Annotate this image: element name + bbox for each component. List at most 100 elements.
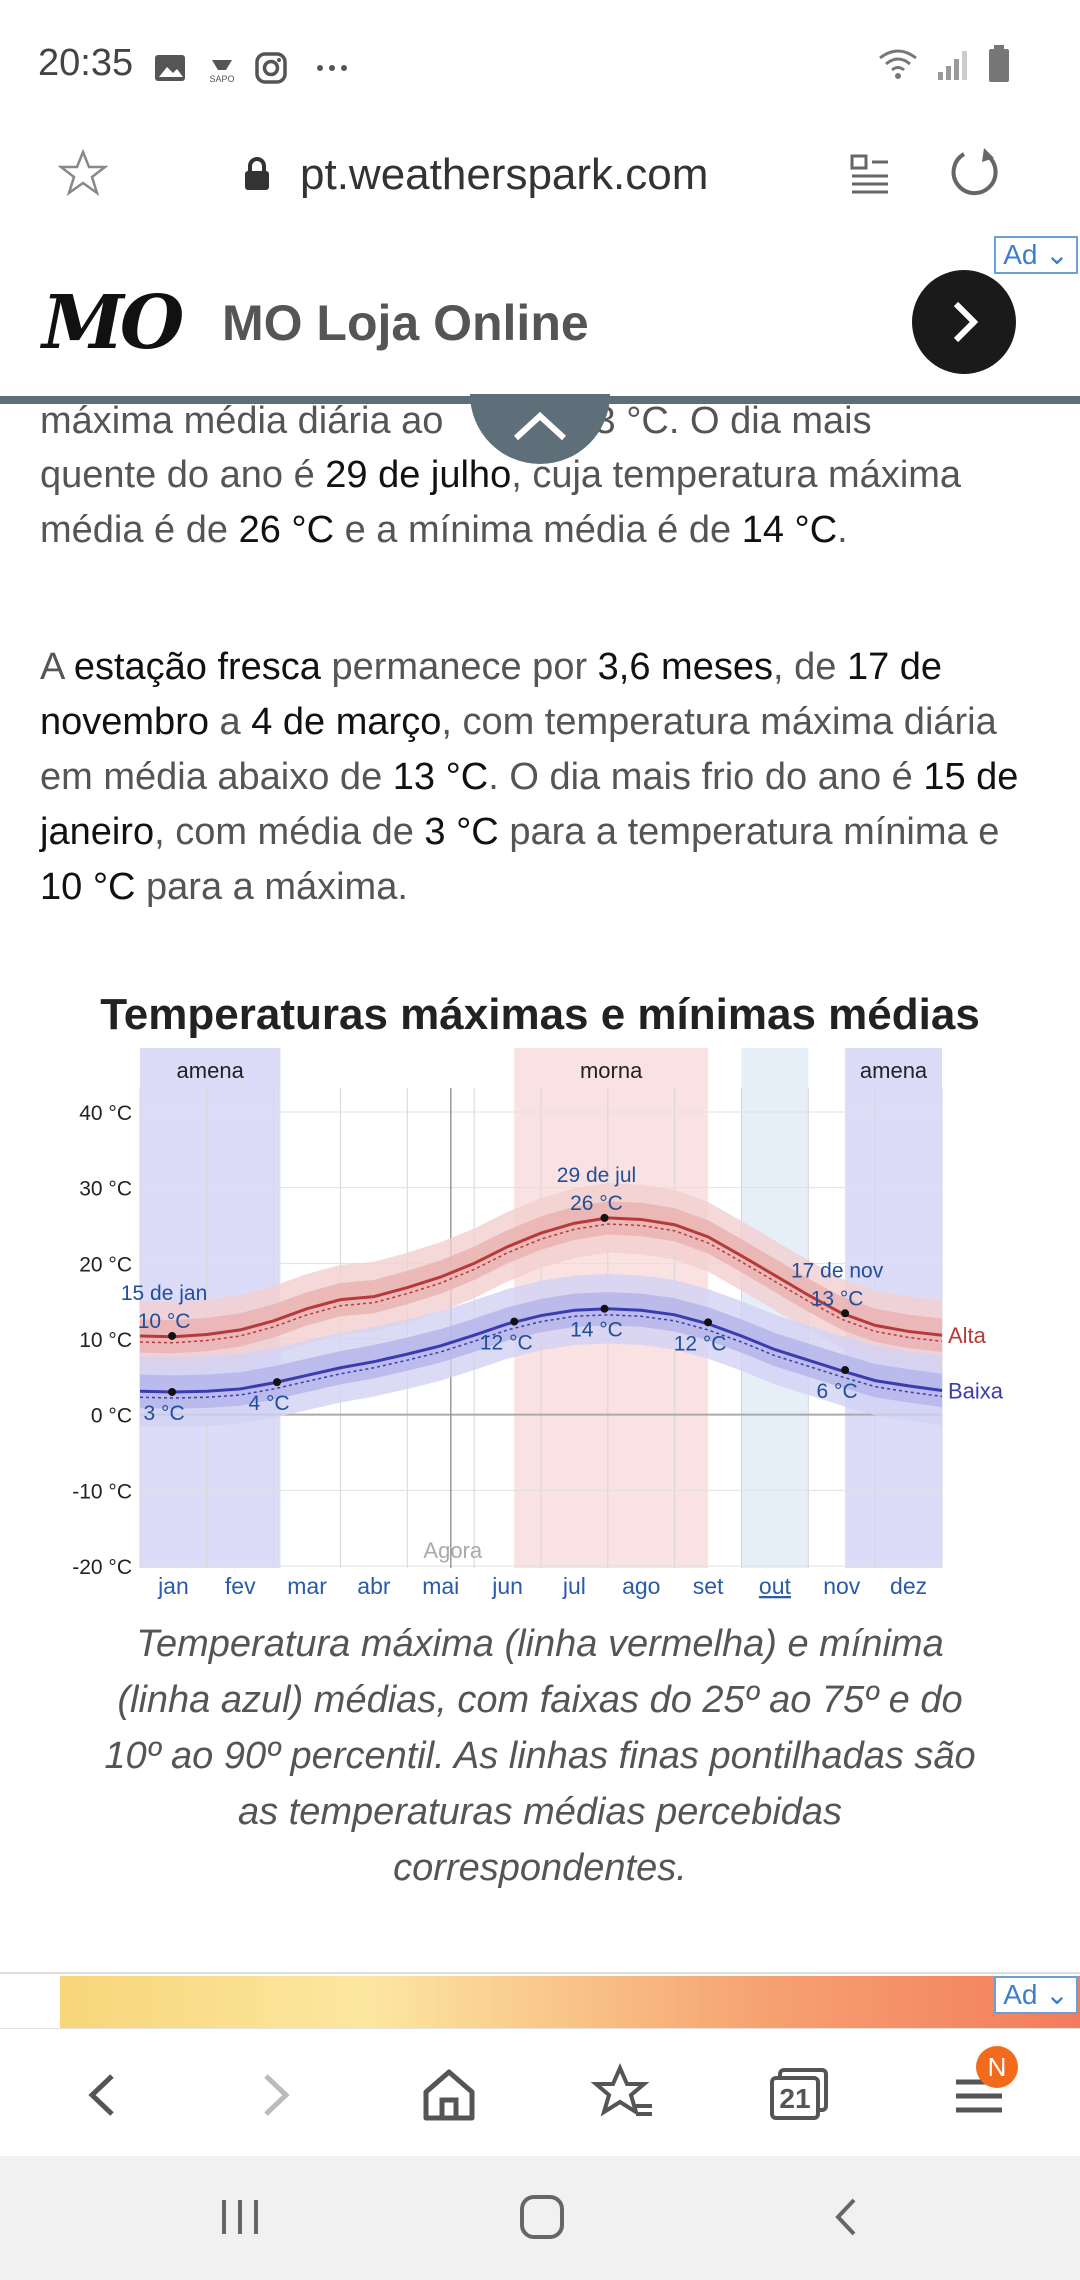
y-tick-label: 0 °C (91, 1405, 132, 1428)
text: A (40, 646, 74, 688)
instagram-icon (255, 52, 287, 84)
bookmarks-icon[interactable] (580, 2050, 670, 2140)
series-band-inner (140, 1292, 942, 1409)
ad-badge-label: Ad (1003, 239, 1038, 270)
annotation-value: 6 °C (817, 1380, 858, 1403)
annotation-point (168, 1331, 177, 1340)
wifi-icon (879, 49, 917, 79)
ad-strip-image[interactable] (60, 1976, 1080, 2030)
y-tick-label: 10 °C (79, 1329, 132, 1352)
series-feels-like-line (139, 1314, 943, 1399)
x-tick-label: mar (287, 1573, 327, 1599)
address-bar (0, 130, 1080, 241)
text: quente do ano é (40, 454, 326, 496)
annotation-value: 3 °C (144, 1402, 185, 1425)
annotation-value: 10 °C (138, 1310, 191, 1333)
annotation-date: 29 de jul (557, 1164, 636, 1187)
text: . (837, 509, 848, 551)
series-line (139, 1216, 943, 1339)
back-icon[interactable] (56, 2050, 146, 2140)
y-tick-label: 30 °C (79, 1178, 132, 1201)
text: . O dia mais frio do ano é (488, 756, 924, 798)
x-tick-label: dez (890, 1573, 927, 1599)
highlight: 26 °C (238, 509, 335, 551)
text: para a temperatura mínima e (498, 811, 1000, 853)
x-tick-label: mai (422, 1573, 459, 1599)
text: para a máxima. (135, 866, 408, 908)
annotation-point (704, 1318, 713, 1327)
highlight: 3,6 meses (597, 646, 773, 688)
ad-choices-badge[interactable]: Ad ⌄ (994, 236, 1078, 274)
signal-icon (938, 51, 967, 80)
season-label: amena (860, 1058, 928, 1083)
status-indicators (878, 44, 1010, 84)
annotation-value: 12 °C (674, 1332, 727, 1355)
paragraph-warm-season: quente do ano é 29 de julho, cuja temper… (40, 448, 1040, 558)
text: , cuja temperatura máxima média é de (40, 454, 962, 551)
x-tick-label: fev (225, 1573, 256, 1599)
text: , de (772, 646, 847, 688)
paragraph-cool-season: A estação fresca permanece por 3,6 meses… (40, 640, 1040, 915)
recent-apps-icon[interactable] (210, 2192, 270, 2242)
chevron-up-icon (513, 411, 567, 441)
ad-badge-label: Ad (1003, 1979, 1038, 2010)
series-legend-label: Alta (948, 1323, 987, 1348)
clipped-paragraph-line: máxima média diária ao 23 °C. O dia mais (40, 394, 872, 440)
annotation-date: 17 de nov (791, 1259, 884, 1282)
reader-mode-icon[interactable] (850, 152, 890, 196)
highlight: 14 °C (741, 509, 838, 551)
lock-icon (245, 157, 269, 190)
annotation-point (600, 1213, 609, 1222)
system-back-icon[interactable] (816, 2192, 876, 2242)
annotation-date: 15 de jan (121, 1282, 207, 1305)
x-tick-label: out (759, 1573, 792, 1599)
annotation-value: 14 °C (570, 1319, 623, 1342)
now-label: Agora (423, 1538, 482, 1563)
forward-icon[interactable] (230, 2050, 320, 2140)
text: , com média de (154, 811, 425, 853)
ad-open-button[interactable] (912, 270, 1016, 374)
highlight: 29 de julho (325, 454, 512, 496)
text: e a mínima média é de (334, 509, 742, 551)
series-band-outer (140, 1273, 942, 1427)
x-tick-label: jul (562, 1573, 586, 1599)
tabs-icon[interactable]: 21 (756, 2050, 846, 2140)
highlight: 4 de março (251, 701, 442, 743)
highlight: 15 de janeiro (40, 756, 1019, 853)
series-band-outer (140, 1183, 942, 1372)
x-tick-label: ago (622, 1573, 660, 1599)
ad-title[interactable]: MO Loja Online (222, 295, 589, 351)
notification-badge: N (976, 2046, 1018, 2088)
temperature-chart[interactable]: amena morna amena 40 °C 30 °C 20 °C 10 °C 0 °C -… (0, 1048, 1080, 1608)
reload-icon[interactable] (948, 146, 1002, 200)
battery-icon (989, 45, 1009, 82)
highlight: 17 de novembro (40, 646, 943, 743)
system-home-icon[interactable] (512, 2192, 572, 2242)
chart-title: Temperaturas máximas e mínimas médias (100, 990, 980, 1039)
bookmark-star-icon[interactable] (58, 148, 108, 198)
highlight: 3 °C (424, 811, 499, 853)
annotation-point (841, 1366, 850, 1375)
y-tick-label: -10 °C (72, 1480, 132, 1503)
system-navigation-bar (0, 2156, 1080, 2280)
collapse-ad-handle[interactable] (470, 394, 610, 464)
ad-choices-badge[interactable]: Ad ⌄ (994, 1976, 1078, 2014)
y-tick-label: 40 °C (79, 1102, 132, 1125)
x-tick-label: abr (357, 1573, 391, 1599)
annotation-point (168, 1387, 177, 1396)
annotation-value: 26 °C (570, 1192, 623, 1215)
ad-brand-logo: MO (42, 280, 184, 366)
annotation-value: 12 °C (480, 1332, 533, 1355)
text: a (208, 701, 252, 743)
highlight: 10 °C (40, 866, 136, 908)
x-tick-label: jan (157, 1573, 189, 1599)
browser-toolbar (0, 2028, 1080, 2157)
gallery-icon (155, 55, 185, 81)
status-time: 20:35 (38, 42, 134, 84)
series-legend-label: Baixa (948, 1378, 1004, 1403)
annotation-value: 4 °C (248, 1392, 289, 1415)
home-icon[interactable] (404, 2050, 494, 2140)
series-band-inner (140, 1201, 942, 1354)
url-text[interactable]: pt.weatherspark.com (300, 150, 709, 199)
more-notifications-icon (317, 65, 347, 71)
